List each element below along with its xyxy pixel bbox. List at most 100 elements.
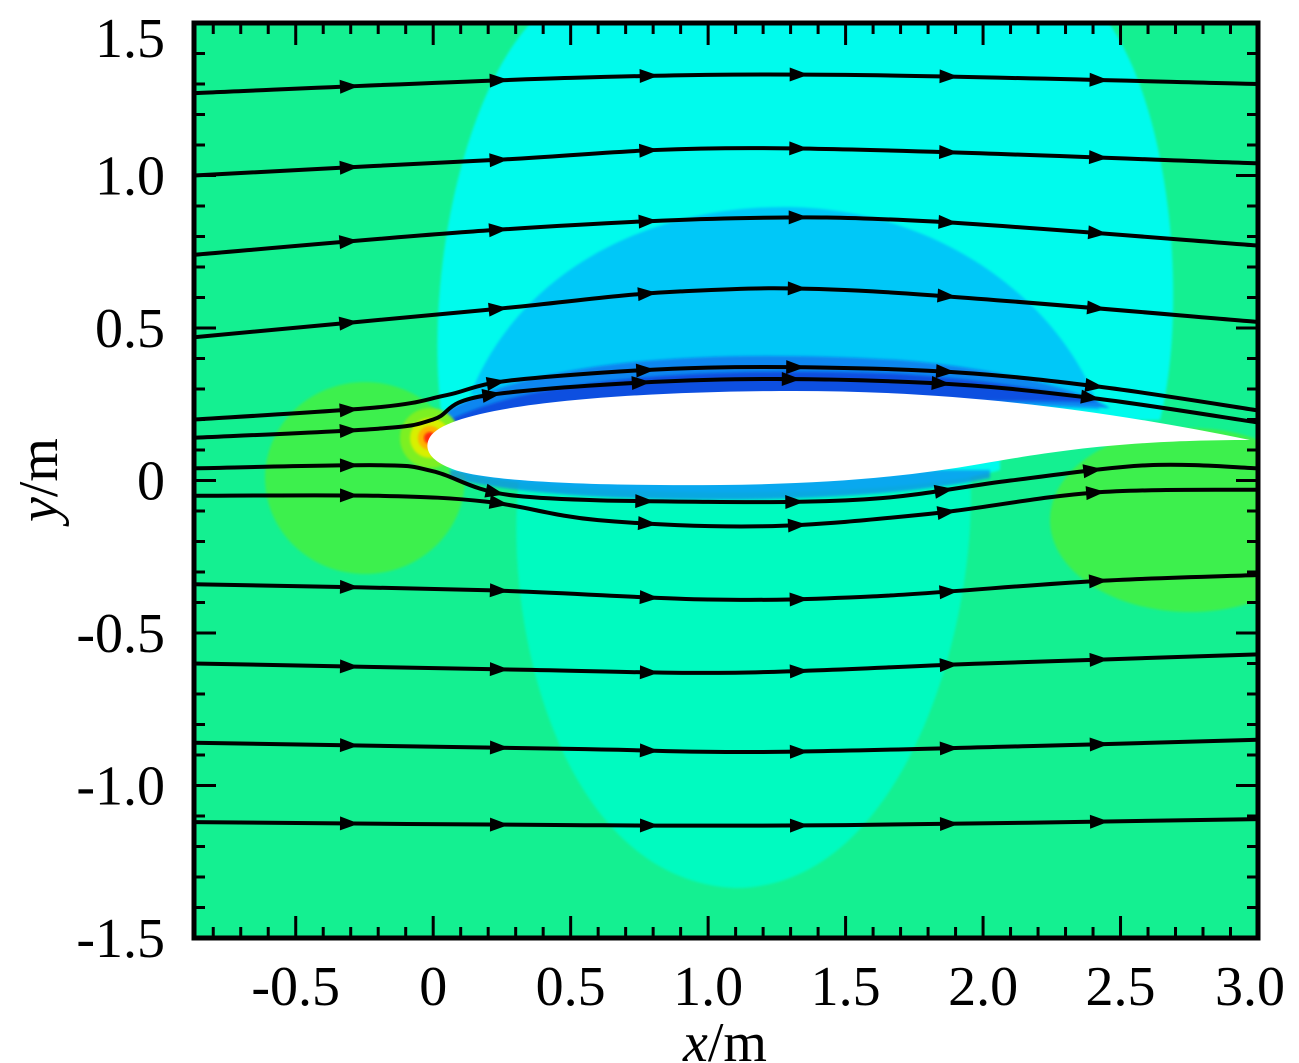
- streamline-arrow: [1089, 652, 1109, 667]
- streamline-arrow: [489, 583, 509, 598]
- streamline-arrow: [1084, 378, 1105, 392]
- streamline-8: [194, 487, 1258, 529]
- streamline-arrow: [489, 73, 509, 88]
- streamline-10: [194, 652, 1258, 675]
- x-tick-label: 0: [419, 956, 447, 1018]
- streamline-arrow: [938, 145, 959, 160]
- streamline-arrow: [488, 223, 508, 238]
- streamline-arrow: [935, 364, 956, 379]
- x-tick-label: 0.5: [536, 956, 606, 1018]
- x-tick-label: -0.5: [251, 956, 340, 1018]
- streamline-arrow: [339, 424, 359, 438]
- y-tick-label: -1.5: [76, 908, 165, 970]
- streamline-arrow: [787, 518, 807, 533]
- streamline-arrow: [631, 376, 651, 391]
- streamline-arrow: [789, 818, 809, 833]
- streamline-arrow: [481, 388, 502, 403]
- streamline-arrow: [939, 69, 959, 84]
- streamline-arrow: [1089, 737, 1109, 752]
- streamline-arrow: [1085, 486, 1106, 501]
- y-axis-title: y/m: [8, 438, 70, 527]
- airfoil: [427, 390, 1250, 486]
- streamline-arrow: [789, 67, 809, 82]
- streamline-arrow: [936, 506, 957, 521]
- streamline-arrow: [789, 141, 809, 156]
- streamline-arrow: [639, 743, 659, 758]
- streamline-arrow: [484, 483, 505, 498]
- streamline-arrow: [339, 160, 359, 175]
- streamline-arrow: [639, 69, 659, 84]
- streamline-arrow: [485, 377, 506, 391]
- contour-lower-band: [516, 470, 971, 888]
- x-tick-label: 3.0: [1215, 956, 1285, 1018]
- streamline-arrow: [339, 458, 359, 473]
- streamline-arrow: [338, 235, 359, 250]
- streamline-arrow: [785, 495, 805, 510]
- streamline-arrow: [339, 579, 359, 594]
- streamline-3: [194, 215, 1258, 257]
- streamline-arrow: [488, 494, 509, 509]
- streamline-arrow: [781, 372, 801, 387]
- streamline-arrow: [789, 592, 809, 607]
- streamline-arrow: [635, 494, 655, 509]
- x-tick-label: 2.5: [1086, 956, 1156, 1018]
- streamline-arrow: [639, 818, 659, 833]
- streamline-arrow: [489, 153, 509, 168]
- streamline-arrow: [488, 302, 508, 317]
- streamline-5: [194, 365, 1258, 422]
- streamline-arrow: [938, 214, 958, 229]
- streamline-arrow: [939, 585, 959, 600]
- y-tick-label: 1.0: [95, 146, 165, 208]
- contour-field: [194, 23, 1258, 938]
- x-axis-ticks: -0.5 0 0.5 1.0 1.5 2.0 2.5 3.0: [211, 23, 1285, 1018]
- contour-suction-region: [470, 206, 1100, 410]
- streamlines: [194, 67, 1258, 833]
- streamline-arrow: [1082, 464, 1103, 479]
- contour-wake-region: [1050, 428, 1258, 612]
- streamline-arrow: [933, 484, 954, 499]
- x-axis-title: x/m: [682, 1012, 767, 1063]
- streamline-arrow: [489, 740, 509, 755]
- streamline-arrow: [789, 664, 809, 679]
- streamline-arrow: [1080, 389, 1100, 404]
- streamline-arrow: [1089, 72, 1109, 87]
- streamline-arrow: [939, 817, 959, 832]
- streamline-arrow: [489, 662, 509, 677]
- streamline-arrow: [789, 744, 809, 759]
- streamline-arrow: [1089, 814, 1109, 829]
- streamline-arrow: [638, 143, 659, 158]
- x-tick-label: 1.0: [673, 956, 743, 1018]
- streamline-arrow: [339, 816, 359, 831]
- streamline-arrow: [1086, 300, 1107, 315]
- x-tick-label: 2.0: [948, 956, 1018, 1018]
- streamline-arrow: [338, 316, 359, 331]
- streamline-arrow: [637, 287, 657, 302]
- streamline-4: [194, 286, 1258, 340]
- streamline-arrow: [637, 516, 658, 531]
- streamline-arrow: [1087, 225, 1108, 240]
- streamline-arrow: [931, 376, 951, 391]
- streamline-arrow: [489, 817, 509, 832]
- streamline-arrow: [1088, 574, 1109, 589]
- streamline-arrow: [339, 488, 359, 503]
- y-axis-ticks: 1.5 1.0 0.5 0 -0.5 -1.0 -1.5: [76, 8, 1258, 970]
- y-tick-label: 0.5: [95, 298, 165, 360]
- streamline-arrow: [639, 665, 659, 680]
- streamline-arrow: [787, 281, 807, 296]
- streamline-arrow: [339, 659, 359, 674]
- streamline-arrow: [939, 658, 959, 673]
- streamline-arrow: [339, 403, 359, 418]
- streamline-arrow: [939, 741, 959, 756]
- streamline-arrow: [339, 738, 359, 753]
- y-tick-label: -1.0: [76, 756, 165, 818]
- streamline-arrow: [786, 360, 806, 375]
- y-tick-label: 0: [137, 451, 165, 513]
- streamline-arrow: [635, 363, 656, 378]
- x-tick-label: 1.5: [811, 956, 881, 1018]
- streamline-arrow: [937, 288, 957, 303]
- streamline-arrow: [339, 79, 359, 94]
- streamline-arrow: [788, 210, 808, 225]
- streamline-arrow: [639, 590, 659, 605]
- streamline-arrow: [638, 214, 658, 229]
